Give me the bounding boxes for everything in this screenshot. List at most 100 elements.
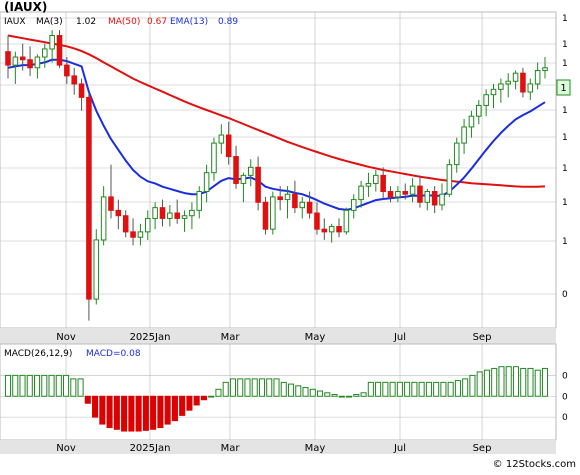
- macd-bar-negative: [142, 395, 149, 431]
- macd-histogram: [4, 366, 549, 432]
- macd-x-tick-labels: Nov 2025Jan Mar May Jul Sep: [56, 443, 491, 454]
- candle-down: [292, 193, 298, 209]
- price-y-tick: 1: [562, 133, 568, 143]
- candle-up: [49, 35, 55, 50]
- price-x-tick-labels: Nov 2025Jan Mar May Jul Sep: [56, 332, 491, 343]
- candle-down: [56, 35, 63, 66]
- macd-bar-positive: [483, 369, 490, 397]
- macd-bar-positive: [360, 392, 367, 397]
- macd-bar-negative: [106, 395, 113, 429]
- macd-bar-positive: [425, 381, 432, 397]
- macd-bar-positive: [273, 378, 280, 397]
- candle-up: [424, 191, 431, 203]
- macd-bar-positive: [433, 381, 440, 397]
- macd-bar-positive: [215, 388, 222, 397]
- candle-up: [328, 225, 335, 233]
- ema13-line-layer: [7, 58, 546, 211]
- price-legend: IAUX MA(3) 1.02 MA(50) 0.67 EMA(13) 0.89: [4, 17, 238, 27]
- candle-up: [218, 134, 225, 144]
- legend-ma3-value: 1.02: [76, 17, 96, 27]
- candle-up: [299, 201, 306, 209]
- macd-bar-positive: [382, 381, 389, 397]
- candle-up: [196, 191, 203, 211]
- macd-bar-positive: [63, 374, 70, 397]
- macd-legend-label: MACD(26,12,9): [4, 349, 72, 359]
- macd-bar-positive: [527, 367, 534, 397]
- macd-bar-negative: [99, 395, 106, 425]
- macd-bar-negative: [113, 395, 120, 430]
- candle-up: [527, 83, 534, 93]
- macd-legend: MACD(26,12,9) MACD=0.08: [4, 349, 141, 359]
- macd-bar-negative: [186, 395, 193, 411]
- legend-ticker: IAUX: [4, 17, 26, 27]
- candle-up: [167, 212, 173, 219]
- macd-bar-positive: [346, 395, 353, 398]
- macd-bar-positive: [302, 387, 309, 397]
- price-x-tick: Sep: [473, 332, 492, 343]
- macd-bar-negative: [171, 395, 178, 422]
- candle-down: [64, 64, 70, 77]
- macd-bar-positive: [338, 395, 345, 398]
- candle-up: [490, 88, 497, 96]
- candle-down: [277, 196, 283, 201]
- candle-up: [483, 94, 489, 106]
- candle-up: [476, 104, 482, 117]
- price-date-strip: [0, 328, 556, 344]
- price-y-tick: 1: [562, 198, 568, 208]
- macd-x-tick: 2025Jan: [130, 443, 171, 454]
- ma50-line-layer: [7, 34, 546, 188]
- macd-bar-positive: [287, 383, 295, 397]
- macd-bar-positive: [469, 374, 476, 397]
- candle-down: [520, 72, 526, 93]
- candle-down: [71, 75, 77, 85]
- macd-bar-positive: [404, 381, 411, 397]
- macd-x-tick: Jul: [393, 443, 406, 454]
- candle-up: [137, 231, 144, 238]
- candle-down: [5, 51, 11, 66]
- macd-bar-positive: [222, 381, 229, 397]
- candle-up: [152, 207, 158, 219]
- candle-up: [498, 83, 504, 90]
- price-y-tick: 1: [562, 164, 568, 174]
- candle-up: [373, 174, 379, 184]
- macd-bar-negative: [84, 395, 91, 404]
- macd-bar-negative: [200, 395, 207, 401]
- macd-bar-positive: [324, 392, 331, 397]
- price-y-tick: 1: [562, 106, 568, 116]
- candle-up: [446, 164, 453, 195]
- legend-ma3-label: MA(3): [36, 17, 63, 27]
- candle-down: [402, 191, 409, 195]
- macd-bar-positive: [447, 381, 454, 397]
- macd-bar-positive: [55, 374, 62, 397]
- macd-bar-positive: [251, 378, 258, 397]
- candle-down: [19, 56, 26, 61]
- candle-up: [409, 185, 416, 195]
- macd-bar-negative: [92, 395, 99, 418]
- legend-ema13-value: 0.89: [218, 17, 238, 27]
- price-y-tick: 1: [562, 59, 568, 69]
- candle-down: [262, 201, 269, 230]
- macd-bar-positive: [462, 378, 469, 397]
- candle-up: [453, 142, 460, 166]
- macd-bar-positive: [70, 378, 77, 397]
- macd-bar-positive: [12, 374, 19, 397]
- macd-bar-positive: [237, 378, 244, 397]
- price-y-tick: 1: [562, 237, 568, 247]
- symbol-title: (IAUX): [4, 0, 47, 14]
- candlestick-series: [5, 30, 548, 321]
- candle-up: [358, 185, 364, 201]
- candle-up: [42, 48, 48, 58]
- candle-up: [211, 142, 217, 174]
- macd-bar-negative: [193, 395, 200, 406]
- macd-bar-positive: [541, 367, 549, 397]
- macd-bar-negative: [150, 395, 157, 430]
- candle-up: [247, 166, 254, 176]
- ema13-line: [7, 58, 546, 211]
- macd-date-strip: [0, 440, 556, 454]
- candle-up: [468, 115, 475, 128]
- legend-ma50-value: 0.67: [147, 17, 167, 27]
- macd-bar-positive: [520, 367, 527, 397]
- last-price-label: 1: [560, 83, 566, 94]
